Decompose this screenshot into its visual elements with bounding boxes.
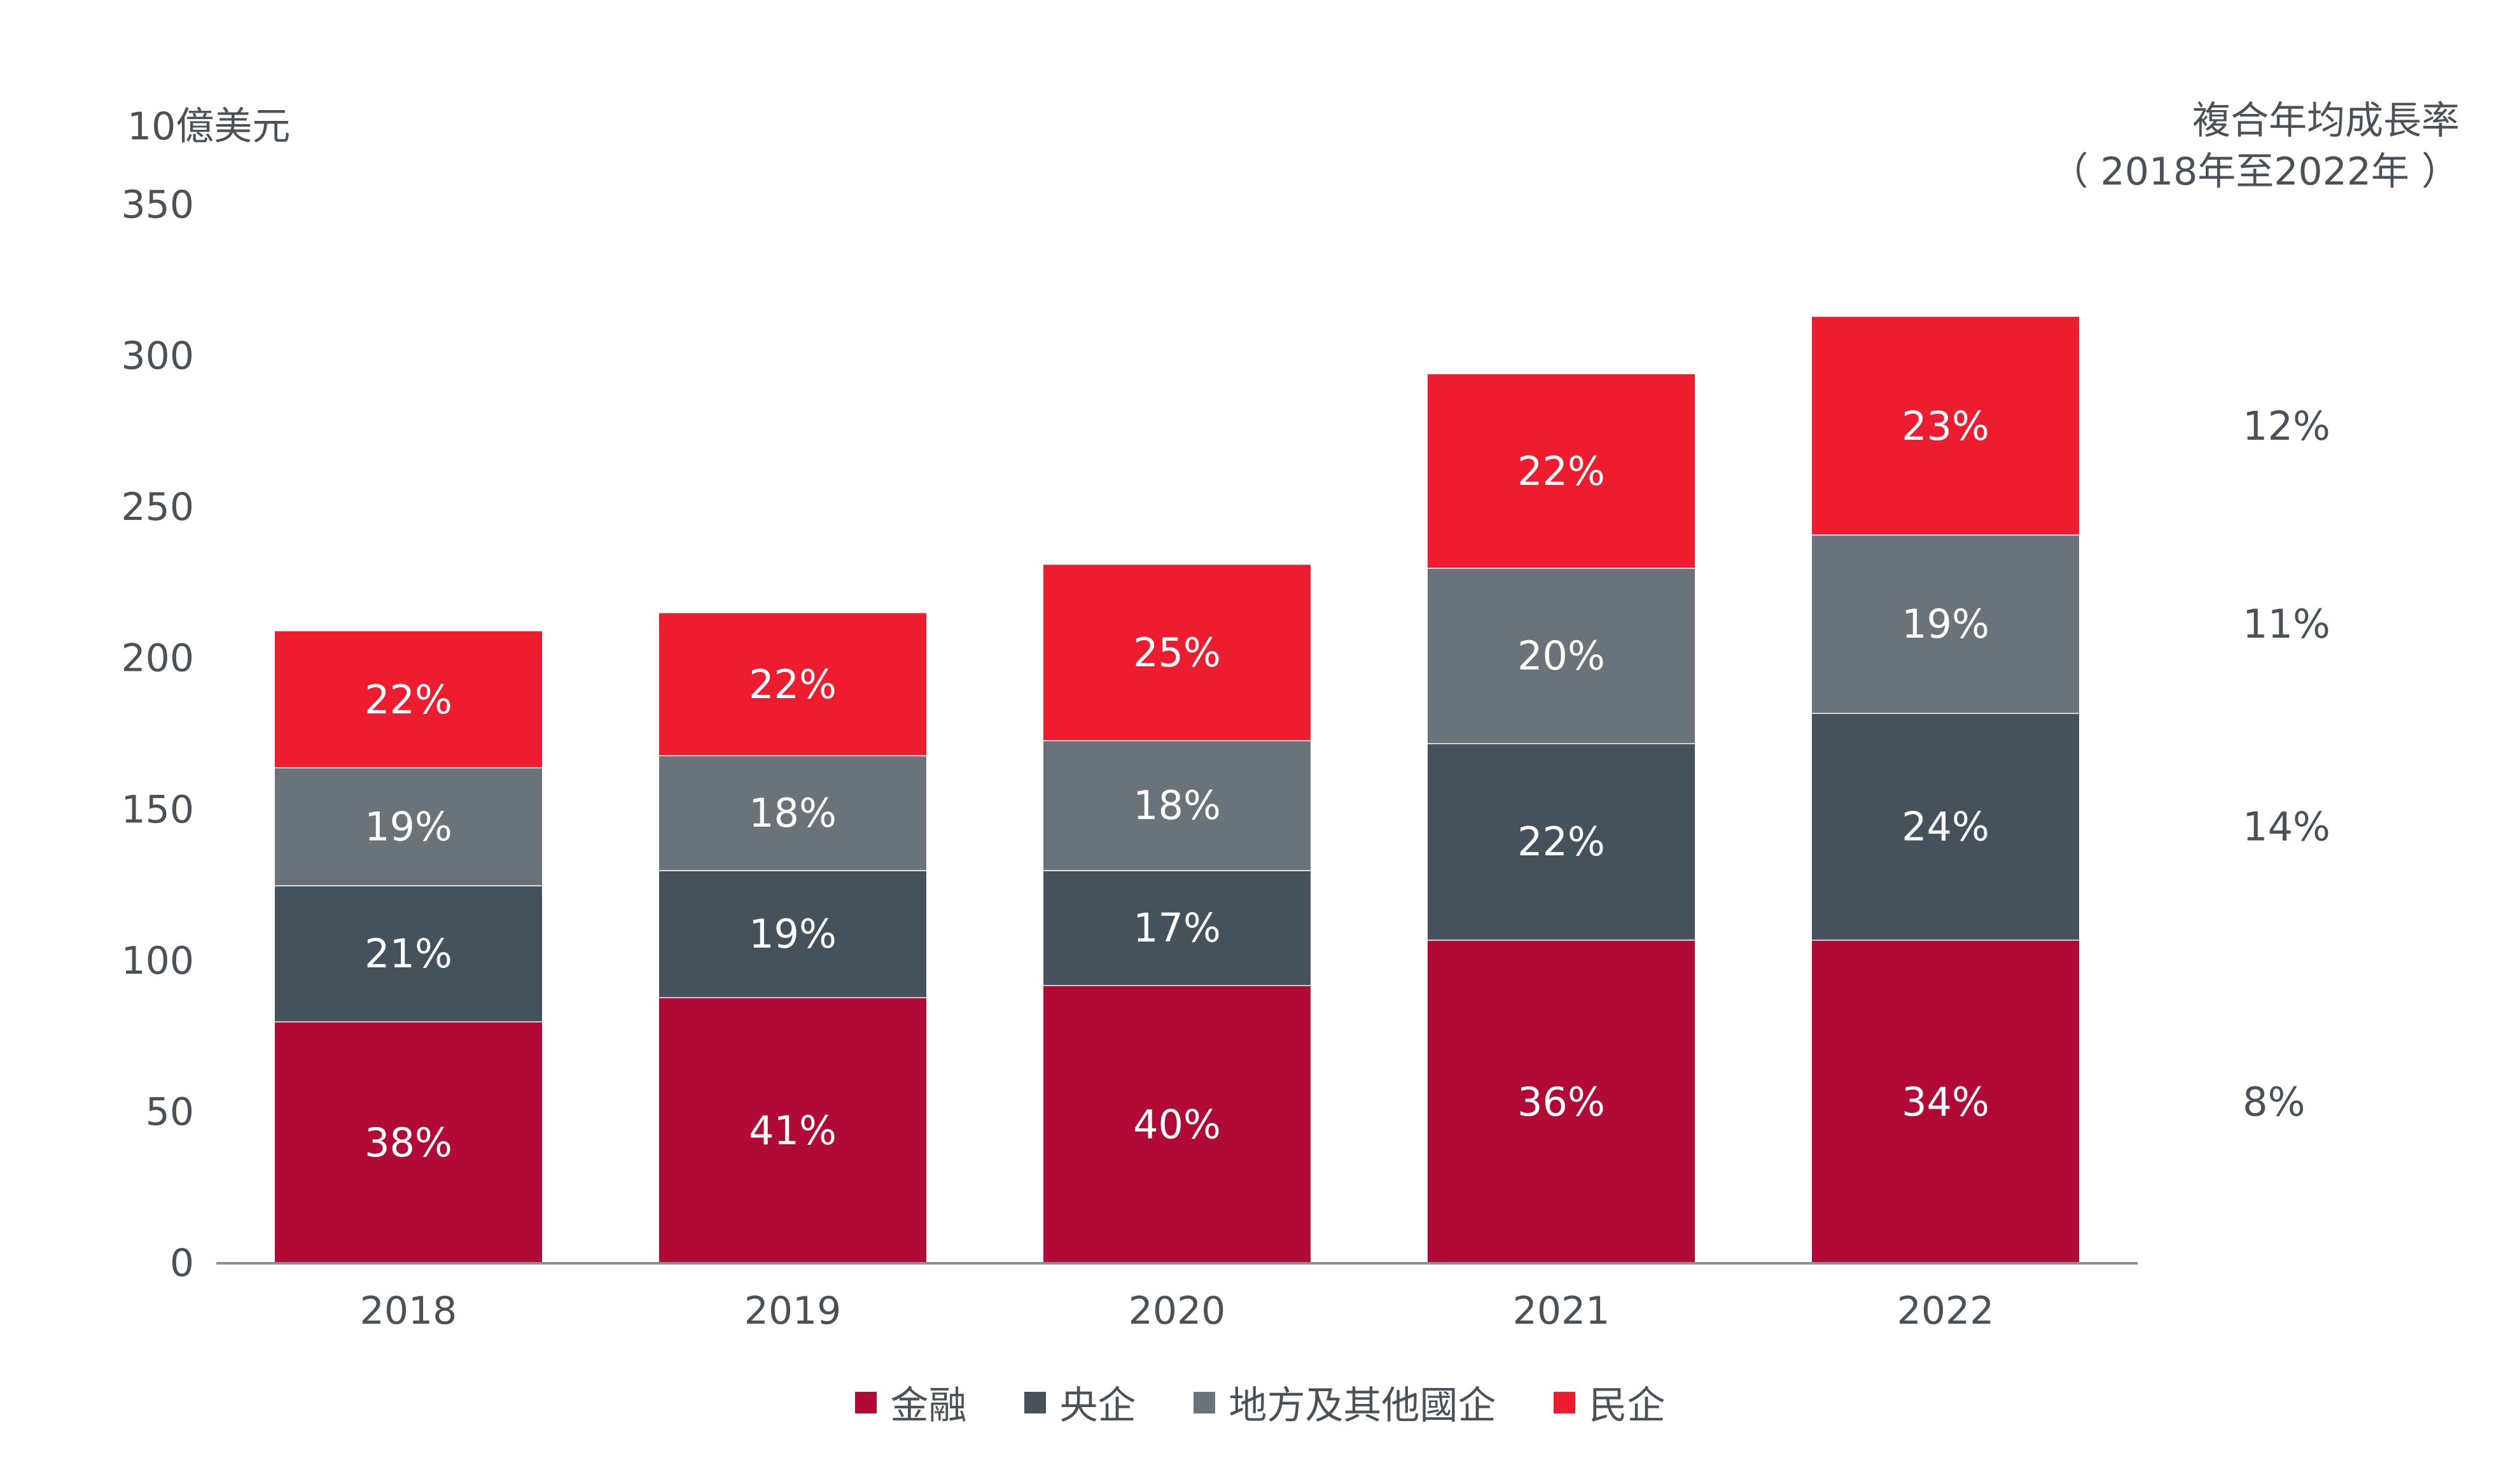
bar-segment [659,755,926,871]
bar-data-label: 25% [1133,629,1221,676]
bar-segment [1043,870,1311,985]
bar-data-label: 22% [1517,818,1605,865]
cagr-value: 12% [2243,403,2330,449]
bar-data-label: 23% [1902,403,1989,449]
bar-segment [1428,374,1695,568]
y-axis-unit-label: 10億美元 [127,104,291,149]
bar-segment [659,870,926,997]
x-tick-label: 2018 [360,1289,457,1333]
x-tick-label: 2022 [1897,1289,1994,1333]
cagr-title: 複合年均成長率 （ 2018年至2022年 ） [2050,95,2460,197]
cagr-title-line2: （ 2018年至2022年 ） [2050,150,2460,194]
legend-label: 金融 [890,1384,967,1428]
bar-data-label: 24% [1902,803,1989,850]
y-tick-label: 0 [170,1241,194,1286]
legend-item-local-soe: 地方及其他國企 [1193,1375,1496,1430]
y-tick-label: 200 [121,636,194,681]
bar-segment [1043,564,1311,741]
bar-data-label: 17% [1133,905,1221,951]
cagr-values: 8% 14% 11% 12% [2243,403,2330,1125]
bar-segment [275,885,542,1021]
bar-data-label: 19% [365,803,452,850]
bar-segment [1812,316,2079,535]
bar-segment [275,767,542,886]
y-axis: 0 50 100 150 200 250 300 350 [121,183,194,1286]
x-tick-label: 2019 [744,1289,842,1333]
bar-data-label: 36% [1517,1079,1605,1125]
cagr-value: 11% [2243,601,2330,647]
legend-item-finance: 金融 [854,1375,967,1430]
y-tick-label: 150 [121,787,194,832]
legend-swatch [1193,1391,1215,1413]
x-tick-label: 2021 [1513,1289,1610,1333]
bar-data-label: 18% [1133,782,1221,829]
bar-segment [1428,568,1695,743]
cagr-title-line1: 複合年均成長率 [2192,99,2460,143]
bar-data-label: 18% [749,790,837,836]
bar-segment [1812,534,2079,713]
legend-swatch [854,1391,877,1413]
bar-segment [1812,713,2079,940]
bar-data-label: 22% [365,676,452,723]
bar-segment [275,1021,542,1263]
y-tick-label: 300 [121,334,194,379]
bar-segment [1043,740,1311,871]
legend-swatch [1024,1391,1046,1413]
legend-item-central-soe: 央企 [1024,1375,1136,1430]
legend-label: 地方及其他國企 [1229,1384,1496,1428]
legend-swatch [1553,1391,1575,1413]
y-tick-label: 250 [121,485,194,529]
bar-data-label: 22% [1517,448,1605,494]
bar-segment [1428,743,1695,940]
y-tick-label: 100 [121,939,194,983]
bar-data-label: 40% [1133,1101,1221,1147]
bar-data-label: 41% [749,1107,837,1154]
cagr-value: 8% [2243,1079,2305,1125]
x-tick-label: 2020 [1129,1289,1226,1333]
legend-label: 央企 [1059,1384,1136,1428]
bar-data-label: 38% [365,1119,452,1166]
y-tick-label: 50 [146,1090,194,1134]
bar-data-label: 20% [1517,633,1605,679]
bars: 38% 21% 19% 22% 41% 19% 18% 22% 40% 17% 18% 25% 36% 2… [275,316,2079,1263]
bar-segment [1043,985,1311,1263]
bar-segment [659,613,926,755]
bar-data-label: 19% [749,911,837,957]
bar-segment [1428,939,1695,1263]
bar-data-label: 22% [749,661,837,708]
bar-segment [659,997,926,1263]
bar-data-label: 34% [1902,1079,1989,1125]
legend-item-private: 民企 [1553,1375,1666,1430]
bar-segment [1812,939,2079,1263]
bar-data-label: 21% [365,930,452,977]
legend-label: 民企 [1589,1384,1666,1428]
x-axis: 2018 2019 2020 2021 2022 [216,1262,2138,1333]
cagr-value: 14% [2243,803,2330,850]
bar-segment [275,631,542,768]
legend: 金融 央企 地方及其他國企 民企 [0,1375,2520,1430]
y-tick-label: 350 [121,183,194,227]
bar-data-label: 19% [1902,601,1989,647]
